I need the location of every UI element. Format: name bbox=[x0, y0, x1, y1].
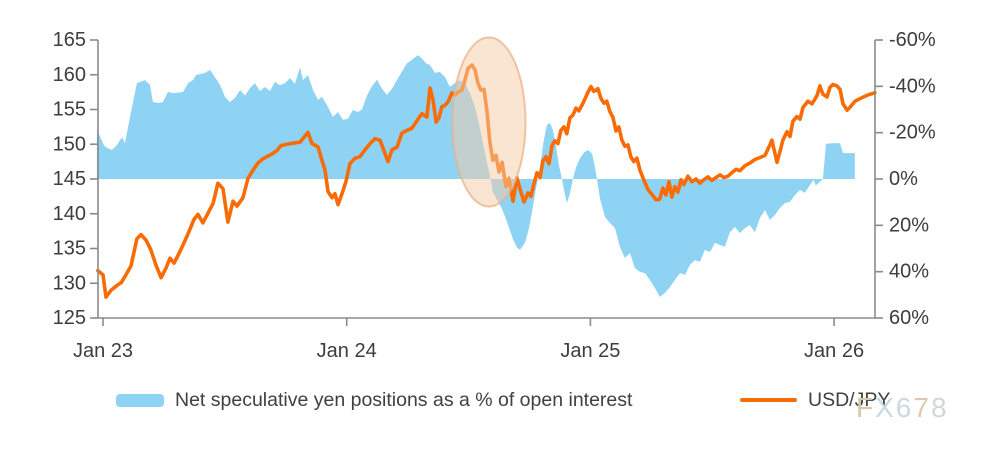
left-axis-label: 130 bbox=[53, 272, 86, 294]
x-axis-label: Jan 23 bbox=[73, 340, 133, 362]
left-axis-label: 165 bbox=[53, 29, 86, 51]
legend-item-usdjpy: USD/JPY bbox=[740, 389, 890, 411]
left-axis-label: 150 bbox=[53, 133, 86, 155]
legend-label-usdjpy: USD/JPY bbox=[808, 388, 891, 411]
line-swatch-icon bbox=[740, 397, 797, 403]
highlight-ellipse bbox=[451, 36, 527, 208]
right-axis-label: 60% bbox=[889, 307, 929, 329]
right-axis-label: 40% bbox=[889, 261, 929, 283]
right-axis-label: -40% bbox=[889, 75, 936, 97]
left-axis-label: 160 bbox=[53, 64, 86, 86]
watermark-letter: 7 bbox=[913, 392, 931, 423]
watermark-letter: 8 bbox=[930, 392, 949, 423]
watermark-letter: 6 bbox=[895, 392, 914, 423]
legend-label-yen-positions: Net speculative yen positions as a % of … bbox=[175, 388, 633, 411]
left-axis-label: 145 bbox=[53, 168, 86, 190]
left-axis-label: 135 bbox=[53, 238, 86, 260]
x-axis-label: Jan 26 bbox=[804, 340, 864, 362]
right-axis-label: 0% bbox=[889, 168, 918, 190]
watermark-letter: F bbox=[856, 392, 876, 423]
legend-item-yen-positions: Net speculative yen positions as a % of … bbox=[116, 389, 632, 411]
watermark-fx678: FX678 bbox=[856, 392, 949, 424]
chart-canvas: 165 160 155 150 145 140 135 130 125 -60% -40% -20% 0… bbox=[53, 29, 936, 362]
axis-labels: 165 160 155 150 145 140 135 130 125 -60% -40% -20% 0… bbox=[53, 29, 936, 362]
left-axis-label: 155 bbox=[53, 99, 86, 121]
left-axis-label: 125 bbox=[53, 307, 86, 329]
x-axis-label: Jan 25 bbox=[560, 340, 620, 362]
axes bbox=[90, 39, 883, 326]
right-axis-label: -20% bbox=[889, 122, 936, 144]
watermark-letter: X bbox=[875, 392, 896, 423]
right-axis-label: 20% bbox=[889, 214, 929, 236]
x-axis-label: Jan 24 bbox=[317, 340, 377, 362]
area-swatch-icon bbox=[116, 393, 164, 407]
left-axis-label: 140 bbox=[53, 203, 86, 225]
right-axis-label: -60% bbox=[889, 29, 936, 51]
usdjpy-line bbox=[96, 63, 877, 299]
